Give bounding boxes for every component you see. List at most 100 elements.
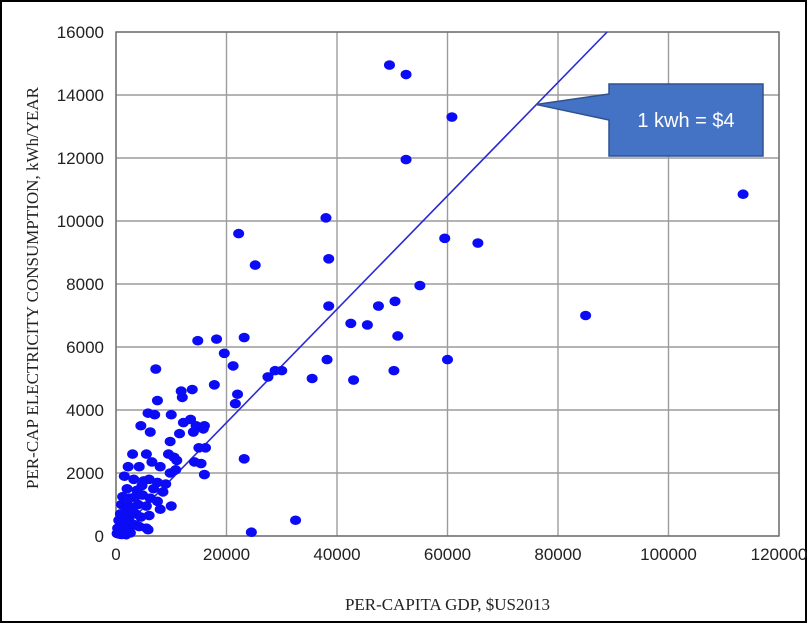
data-point	[144, 427, 156, 437]
data-point	[737, 189, 749, 200]
data-point	[238, 454, 250, 464]
data-point	[151, 496, 163, 507]
y-tick-label: 0	[95, 527, 104, 546]
data-point	[218, 348, 230, 359]
data-point	[118, 471, 130, 481]
data-point	[262, 372, 274, 382]
data-point	[136, 480, 148, 491]
y-tick-label: 4000	[66, 401, 104, 420]
data-point	[439, 233, 451, 244]
x-tick-label: 60000	[424, 545, 471, 564]
data-point	[323, 253, 335, 264]
data-point	[132, 499, 144, 510]
callout-label: 1 kwh = $4	[637, 110, 734, 132]
data-point	[345, 318, 357, 329]
data-point	[160, 479, 172, 489]
data-point	[229, 398, 241, 409]
y-tick-label: 16000	[57, 23, 104, 42]
y-tick-label: 8000	[66, 275, 104, 294]
x-tick-label: 0	[111, 545, 120, 564]
data-point	[276, 365, 288, 376]
y-tick-label: 14000	[57, 86, 104, 105]
y-axis-title: PER-CAP ELECTRICITY CONSUMPTION, kWh/YEA…	[23, 86, 42, 489]
data-point	[233, 228, 245, 239]
data-point	[120, 529, 132, 540]
data-point	[442, 354, 453, 365]
data-point	[149, 409, 161, 420]
data-point	[150, 364, 162, 374]
data-point	[320, 213, 332, 223]
x-tick-label: 40000	[313, 545, 360, 564]
data-point	[245, 527, 257, 538]
data-point	[388, 365, 400, 376]
data-point	[348, 375, 360, 385]
annotation-callout: 1 kwh = $4	[535, 83, 764, 157]
y-tick-label: 10000	[57, 212, 104, 231]
data-point	[306, 373, 318, 384]
data-point	[164, 436, 176, 447]
data-point	[198, 469, 210, 480]
data-point	[472, 238, 484, 248]
data-point	[135, 512, 147, 522]
data-point	[127, 449, 139, 459]
data-point	[174, 428, 186, 439]
data-point	[372, 301, 384, 311]
x-tick-label: 80000	[534, 545, 581, 564]
data-point	[400, 154, 412, 165]
data-point	[154, 504, 166, 515]
data-point	[128, 474, 140, 485]
data-point	[140, 501, 152, 511]
x-tick-label: 20000	[203, 545, 250, 564]
data-point	[121, 483, 133, 494]
data-point	[211, 334, 223, 344]
data-point	[321, 354, 333, 365]
data-point	[154, 461, 166, 472]
y-tick-label: 6000	[66, 338, 104, 357]
data-point	[227, 361, 239, 371]
data-point	[142, 524, 154, 535]
callout-box	[535, 83, 764, 157]
data-point	[140, 449, 152, 459]
plot-area-border	[115, 31, 780, 537]
data-point	[238, 332, 250, 343]
data-point	[323, 301, 335, 311]
y-tick-label: 2000	[66, 464, 104, 483]
data-point	[176, 392, 188, 403]
x-axis-ticks: 0 20000 40000 60000 80000 100000 120000	[111, 545, 807, 564]
data-point	[208, 380, 220, 390]
data-point	[389, 296, 401, 307]
data-point	[198, 420, 210, 431]
data-point	[400, 69, 412, 80]
data-point	[148, 483, 160, 494]
data-point	[249, 260, 261, 270]
data-point	[122, 461, 134, 472]
data-point	[290, 515, 302, 526]
data-point	[580, 310, 592, 321]
data-point	[361, 320, 373, 330]
data-point	[192, 335, 204, 346]
data-point	[200, 443, 212, 453]
data-point	[165, 409, 177, 420]
data-point	[170, 465, 182, 475]
data-point	[187, 427, 199, 437]
data-point	[157, 487, 169, 497]
data-point	[146, 457, 158, 467]
data-point	[171, 455, 183, 466]
x-tick-label: 120000	[751, 545, 807, 564]
y-axis-ticks: 0 2000 4000 6000 8000 10000 12000 14000 16000	[57, 23, 104, 546]
data-points	[111, 60, 749, 540]
data-point	[186, 384, 198, 395]
x-axis-title: PER-CAPITA GDP, $US2013	[345, 595, 550, 614]
data-point	[392, 331, 404, 341]
data-point	[133, 461, 145, 472]
data-point	[165, 501, 177, 511]
data-point	[446, 112, 458, 122]
data-point	[383, 60, 395, 70]
data-point	[414, 280, 426, 291]
data-point	[195, 458, 207, 469]
x-tick-label: 100000	[640, 545, 697, 564]
data-point	[143, 510, 155, 521]
data-point	[151, 395, 163, 406]
y-tick-label: 12000	[57, 149, 104, 168]
